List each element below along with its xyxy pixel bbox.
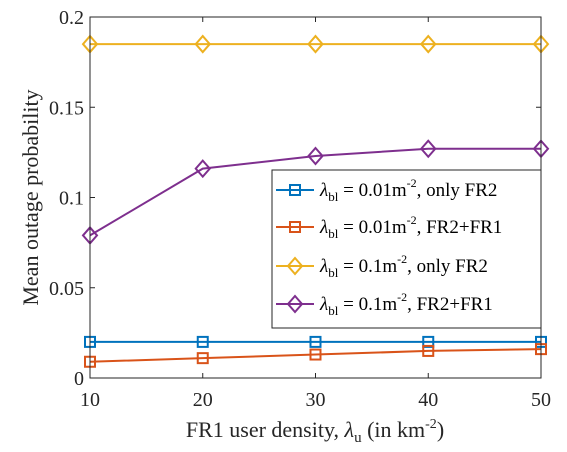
- x-tick-label: 20: [193, 389, 213, 411]
- legend-box: [271, 169, 542, 329]
- data-point: [307, 146, 324, 166]
- series-4: [81, 139, 550, 245]
- x-axis-label: FR1 user density, λu (in km-2): [186, 417, 444, 446]
- data-point: [194, 34, 212, 54]
- legend-label: λbl = 0.1m-2, only FR2: [319, 252, 488, 280]
- y-tick-label: 0.15: [49, 97, 84, 119]
- data-point: [196, 335, 209, 348]
- x-tick-label: 10: [80, 389, 100, 411]
- data-point: [194, 159, 212, 179]
- series-line: [89, 348, 542, 363]
- legend-entry-4: λbl = 0.1m-2, FR2+FR1: [276, 290, 493, 318]
- legend-marker: [289, 221, 301, 233]
- y-tick-label: 0.05: [49, 278, 84, 300]
- x-tick-label: 40: [418, 389, 438, 411]
- legend-label: λbl = 0.01m-2, only FR2: [319, 176, 497, 204]
- data-point: [419, 34, 437, 54]
- legend-label: λbl = 0.1m-2, FR2+FR1: [319, 290, 493, 318]
- x-tick-label: 30: [306, 389, 326, 411]
- y-tick-label: 0: [74, 368, 84, 390]
- data-point: [309, 335, 322, 348]
- y-tick-label: 0.1: [59, 188, 84, 210]
- legend-marker: [289, 184, 301, 196]
- legend-marker: [286, 294, 304, 314]
- series-3: [81, 34, 550, 54]
- y-axis-label: Mean outage probability: [18, 89, 43, 305]
- data-point: [196, 352, 209, 365]
- legend: λbl = 0.01m-2, only FR2 λbl = 0.01m-2, FR…: [271, 169, 542, 329]
- legend-entry-1: λbl = 0.01m-2, only FR2: [276, 176, 497, 204]
- legend-marker: [286, 256, 304, 276]
- data-point: [419, 139, 437, 159]
- data-point: [309, 348, 322, 361]
- series-line: [89, 147, 541, 237]
- x-tick-label: 50: [531, 389, 551, 411]
- legend-label: λbl = 0.01m-2, FR2+FR1: [319, 213, 502, 241]
- axes-layer: 10 20 30 40 50 0 0.05 0.1 0.15 0.2: [49, 7, 551, 411]
- legend-entry-2: λbl = 0.01m-2, FR2+FR1: [276, 213, 502, 241]
- data-point: [307, 34, 324, 54]
- legend-entry-3: λbl = 0.1m-2, only FR2: [276, 252, 488, 280]
- data-point: [422, 344, 435, 357]
- y-tick-label: 0.2: [59, 7, 84, 29]
